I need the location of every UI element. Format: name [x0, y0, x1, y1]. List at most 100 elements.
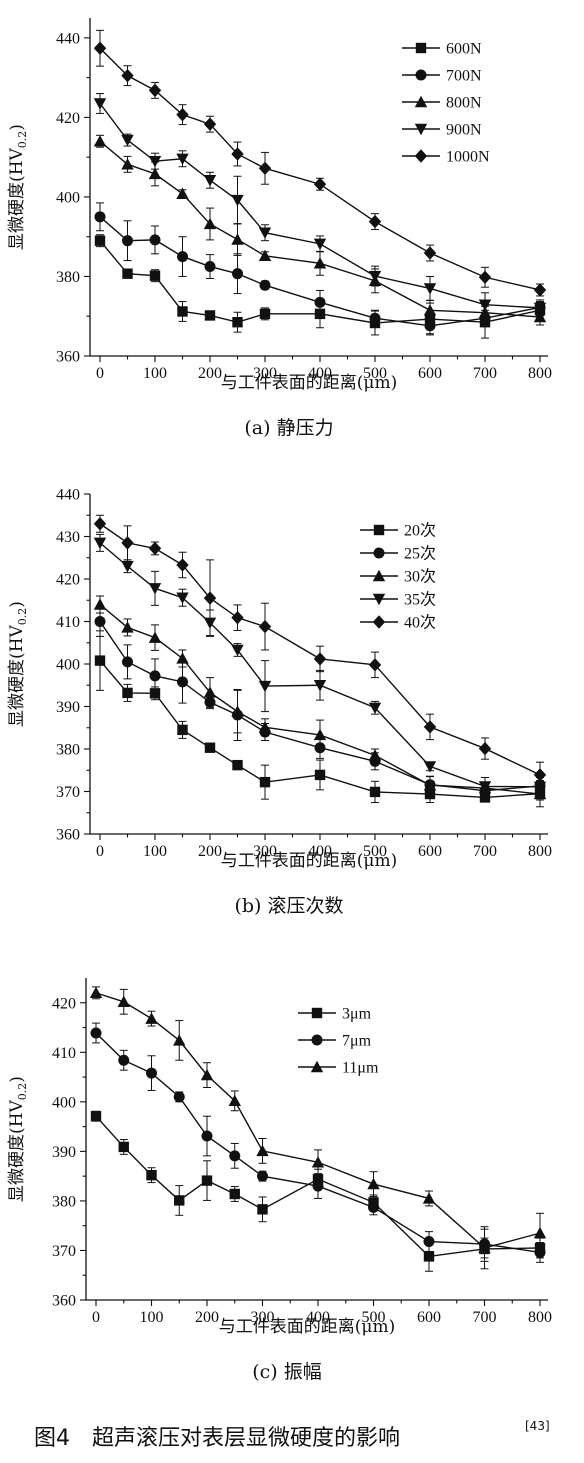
y-tick-label: 420: [56, 572, 80, 589]
data-point: [176, 107, 189, 122]
data-point: [369, 786, 381, 798]
data-point: [478, 1241, 491, 1254]
figure-caption: 图4 超声滚压对表层显微硬度的影响: [34, 1426, 400, 1451]
series-1000N: [93, 29, 547, 297]
x-tick-label: 800: [528, 1309, 552, 1326]
data-point: [90, 1027, 102, 1039]
chart-amplitude: 0 100 200 300 400 500 600 700 800 360 370 380 390 400…: [7, 978, 552, 1383]
data-point: [313, 680, 327, 692]
legend-label: 3μm: [342, 1006, 372, 1023]
legend-entry: 600N: [402, 41, 482, 58]
series-11μm: [89, 986, 547, 1259]
data-point: [200, 1068, 214, 1081]
legend-entry: 40次: [360, 614, 436, 632]
data-point: [231, 705, 244, 717]
data-point: [93, 537, 107, 550]
data-point: [478, 781, 492, 793]
legend-label: 11μm: [342, 1060, 379, 1077]
legend-label: 40次: [404, 614, 436, 632]
data-point: [176, 592, 189, 604]
data-point: [149, 670, 161, 682]
x-axis-title: 与工件表面的距离(μm): [221, 851, 397, 871]
data-point: [367, 1177, 380, 1190]
legend-entry: 20次: [360, 522, 436, 540]
data-point: [118, 1141, 129, 1153]
data-point: [313, 728, 327, 741]
data-point: [533, 768, 547, 782]
data-point: [313, 177, 327, 191]
data-point: [258, 249, 272, 261]
data-point: [118, 1054, 130, 1066]
data-point: [203, 117, 217, 131]
legend-label: 700N: [446, 68, 482, 85]
data-point: [176, 652, 189, 664]
data-point: [146, 1169, 157, 1181]
data-point: [201, 1130, 213, 1142]
legend-entry: 700N: [402, 68, 482, 85]
legend-entry: 35次: [360, 591, 436, 609]
data-point: [89, 986, 103, 999]
data-point: [313, 652, 327, 666]
legend-entry: 1000N: [402, 149, 490, 166]
data-point: [478, 270, 492, 284]
legend-marker: [311, 1034, 323, 1046]
data-point: [204, 310, 216, 321]
data-point: [122, 687, 133, 699]
chart-caption: (a) 静压力: [244, 417, 333, 439]
legend-marker: [373, 524, 385, 536]
x-tick-label: 600: [418, 843, 442, 860]
legend-marker: [310, 1060, 324, 1073]
y-axis-title: 显微硬度(HV0.2): [7, 124, 29, 250]
data-point: [204, 261, 216, 273]
data-point: [90, 1111, 102, 1122]
data-point: [148, 83, 162, 98]
data-point: [93, 135, 107, 147]
data-point: [533, 283, 547, 297]
y-tick-label: 400: [56, 189, 80, 206]
legend-label: 600N: [446, 41, 482, 58]
data-point: [232, 268, 243, 280]
y-tick-label: 430: [56, 529, 80, 546]
data-point: [204, 742, 216, 753]
legend-entry: 900N: [402, 122, 482, 139]
data-point: [94, 211, 106, 223]
legend-label: 20次: [404, 522, 436, 540]
data-point: [533, 310, 547, 323]
x-tick-label: 200: [195, 1309, 219, 1326]
series-line: [99, 140, 541, 318]
data-point: [368, 1201, 379, 1213]
y-tick-label: 440: [56, 487, 80, 504]
x-tick-label: 600: [418, 365, 442, 382]
data-point: [231, 644, 244, 657]
data-point: [146, 1067, 157, 1079]
data-point: [121, 68, 134, 83]
data-point: [173, 1034, 186, 1046]
legend-marker: [415, 69, 427, 81]
data-point: [121, 561, 134, 573]
data-point: [423, 1251, 435, 1262]
series-7μm: [90, 1022, 546, 1263]
legend-marker: [415, 42, 427, 54]
legend-label: 1000N: [446, 149, 490, 166]
data-point: [174, 1195, 185, 1206]
series-40次: [93, 514, 547, 789]
legend-marker: [311, 1007, 323, 1019]
legend-entry: 30次: [360, 568, 436, 586]
data-point: [94, 655, 106, 666]
legend-entry: 7μm: [298, 1033, 372, 1050]
x-tick-label: 100: [140, 1309, 164, 1326]
data-point: [148, 541, 162, 556]
legend-marker: [372, 615, 386, 629]
data-point: [232, 317, 243, 328]
legend-entry: 800N: [402, 95, 482, 112]
y-axis-title: 显微硬度(HV0.2): [7, 601, 29, 727]
y-tick-label: 360: [56, 349, 80, 366]
series-line: [99, 603, 541, 795]
y-tick-label: 410: [52, 1045, 76, 1062]
series-line: [95, 992, 541, 1249]
chart-static-pressure: 0 100 200 300 400 500 600 700 800 360 380 400 420 440…: [7, 18, 552, 439]
x-tick-label: 100: [143, 843, 167, 860]
x-tick-label: 400: [308, 365, 332, 382]
data-point: [423, 778, 437, 791]
